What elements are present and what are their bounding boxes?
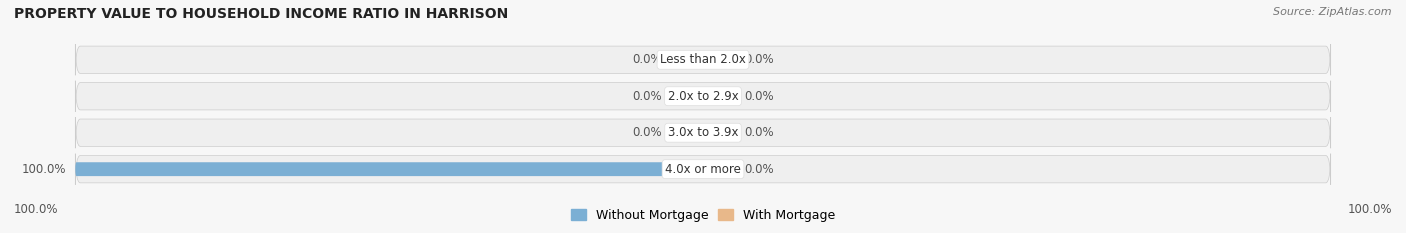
FancyBboxPatch shape bbox=[672, 53, 703, 67]
FancyBboxPatch shape bbox=[703, 126, 734, 140]
Text: 0.0%: 0.0% bbox=[744, 53, 773, 66]
FancyBboxPatch shape bbox=[672, 126, 703, 140]
Text: 0.0%: 0.0% bbox=[744, 126, 773, 139]
Text: 0.0%: 0.0% bbox=[633, 90, 662, 103]
FancyBboxPatch shape bbox=[76, 81, 1330, 112]
FancyBboxPatch shape bbox=[703, 89, 734, 103]
Text: 4.0x or more: 4.0x or more bbox=[665, 163, 741, 176]
Text: 0.0%: 0.0% bbox=[744, 90, 773, 103]
Text: 100.0%: 100.0% bbox=[1347, 203, 1392, 216]
FancyBboxPatch shape bbox=[76, 117, 1330, 148]
Text: 100.0%: 100.0% bbox=[14, 203, 59, 216]
Text: 100.0%: 100.0% bbox=[21, 163, 66, 176]
Text: PROPERTY VALUE TO HOUSEHOLD INCOME RATIO IN HARRISON: PROPERTY VALUE TO HOUSEHOLD INCOME RATIO… bbox=[14, 7, 509, 21]
FancyBboxPatch shape bbox=[76, 154, 1330, 185]
FancyBboxPatch shape bbox=[703, 53, 734, 67]
Text: 3.0x to 3.9x: 3.0x to 3.9x bbox=[668, 126, 738, 139]
Text: 0.0%: 0.0% bbox=[633, 53, 662, 66]
FancyBboxPatch shape bbox=[76, 162, 703, 176]
FancyBboxPatch shape bbox=[703, 162, 734, 176]
FancyBboxPatch shape bbox=[672, 162, 703, 176]
Text: Source: ZipAtlas.com: Source: ZipAtlas.com bbox=[1274, 7, 1392, 17]
Text: 2.0x to 2.9x: 2.0x to 2.9x bbox=[668, 90, 738, 103]
Legend: Without Mortgage, With Mortgage: Without Mortgage, With Mortgage bbox=[565, 204, 841, 227]
FancyBboxPatch shape bbox=[76, 44, 1330, 75]
Text: Less than 2.0x: Less than 2.0x bbox=[659, 53, 747, 66]
Text: 0.0%: 0.0% bbox=[744, 163, 773, 176]
FancyBboxPatch shape bbox=[672, 89, 703, 103]
Text: 0.0%: 0.0% bbox=[633, 126, 662, 139]
